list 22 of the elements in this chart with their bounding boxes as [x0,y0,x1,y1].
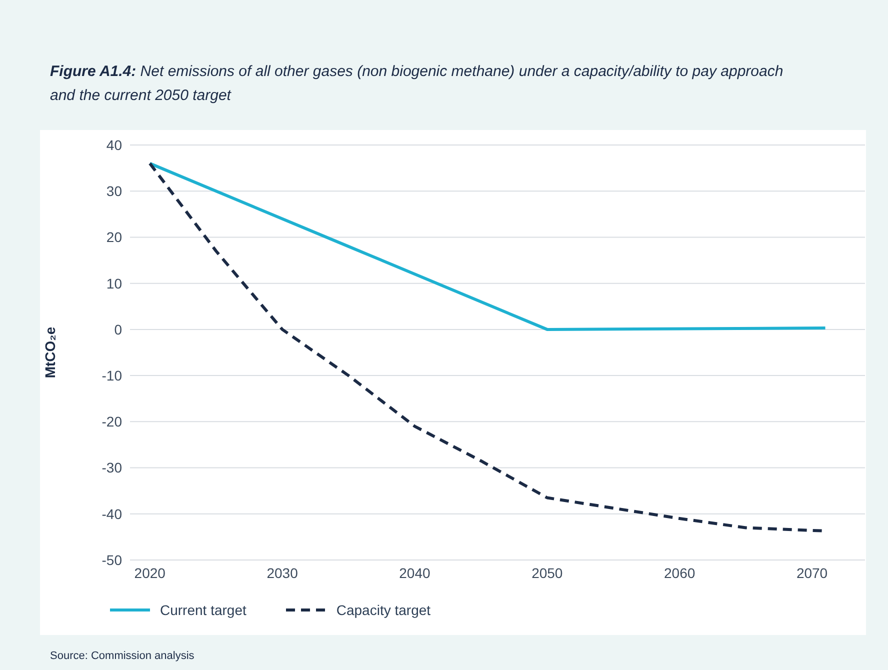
x-tick-label: 2050 [532,564,563,581]
y-tick-label: -30 [102,460,122,476]
y-tick-label: -50 [102,552,122,568]
y-tick-label: -40 [102,506,122,522]
y-tick-label: 20 [106,229,122,246]
y-tick-label: 40 [106,136,122,153]
legend-label: Capacity target [336,602,431,618]
x-tick-label: 2060 [664,564,696,581]
y-axis-title: MtCO₂e [42,326,58,378]
chart-title: Figure A1.4: Net emissions of all other gases (non biogenic methane) under a capacity/ability to pay approach and the current 2050 target [50,63,784,104]
y-tick-label: -20 [102,414,122,430]
x-tick-label: 2070 [796,564,828,581]
x-tick-label: 2020 [134,564,166,581]
x-tick-label: 2030 [266,564,298,581]
source-note: Source: Commission analysis [50,650,194,662]
y-tick-label: 30 [106,183,122,200]
y-tick-label: 0 [114,321,122,338]
y-tick-label: 10 [106,275,122,292]
legend-label: Current target [160,602,246,618]
x-tick-label: 2040 [399,564,431,581]
y-tick-label: -10 [102,368,122,384]
line-series [148,162,827,331]
